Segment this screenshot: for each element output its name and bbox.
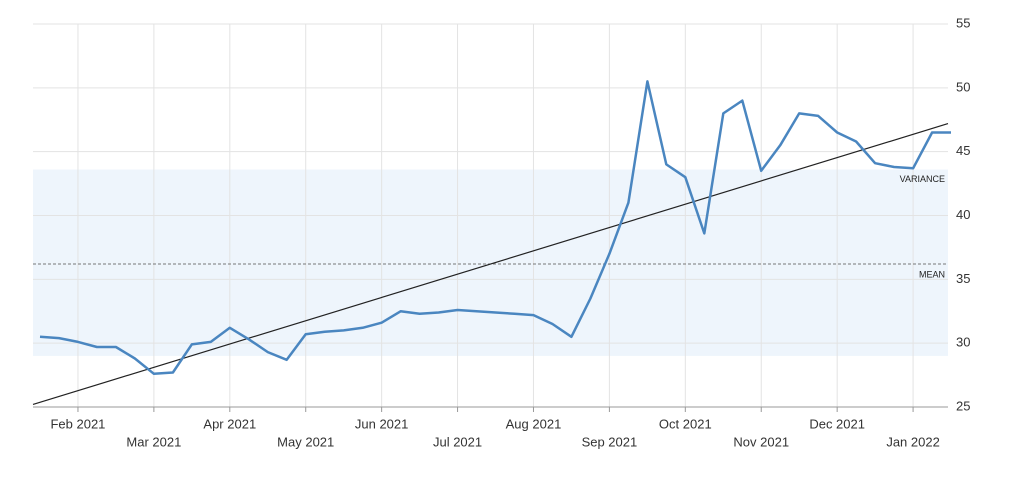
x-tick-label: Dec 2021 xyxy=(809,416,865,431)
x-tick-label: Apr 2021 xyxy=(203,416,256,431)
mean-label: MEAN xyxy=(919,269,945,279)
x-tick-label: Mar 2021 xyxy=(126,434,181,449)
x-tick-label: Jan 2022 xyxy=(886,434,940,449)
trend-line xyxy=(32,123,949,406)
y-tick-label: 50 xyxy=(956,79,970,94)
data-line xyxy=(39,80,951,376)
y-tick-label: 55 xyxy=(956,15,970,30)
x-tick-label: Jun 2021 xyxy=(355,416,409,431)
variance-label: VARIANCE xyxy=(900,174,945,184)
y-tick-label: 40 xyxy=(956,207,970,222)
x-tick-label: Sep 2021 xyxy=(582,434,638,449)
x-tick-label: Feb 2021 xyxy=(50,416,105,431)
x-tick-label: Aug 2021 xyxy=(506,416,562,431)
x-tick-label: Oct 2021 xyxy=(659,416,712,431)
x-tick-label: Jul 2021 xyxy=(433,434,482,449)
x-tick-label: Nov 2021 xyxy=(733,434,789,449)
y-tick-label: 35 xyxy=(956,271,970,286)
variance-band xyxy=(33,169,948,356)
y-tick-label: 45 xyxy=(956,143,970,158)
x-tick-label: May 2021 xyxy=(277,434,334,449)
y-tick-label: 30 xyxy=(956,335,970,350)
y-tick-label: 25 xyxy=(956,398,970,413)
